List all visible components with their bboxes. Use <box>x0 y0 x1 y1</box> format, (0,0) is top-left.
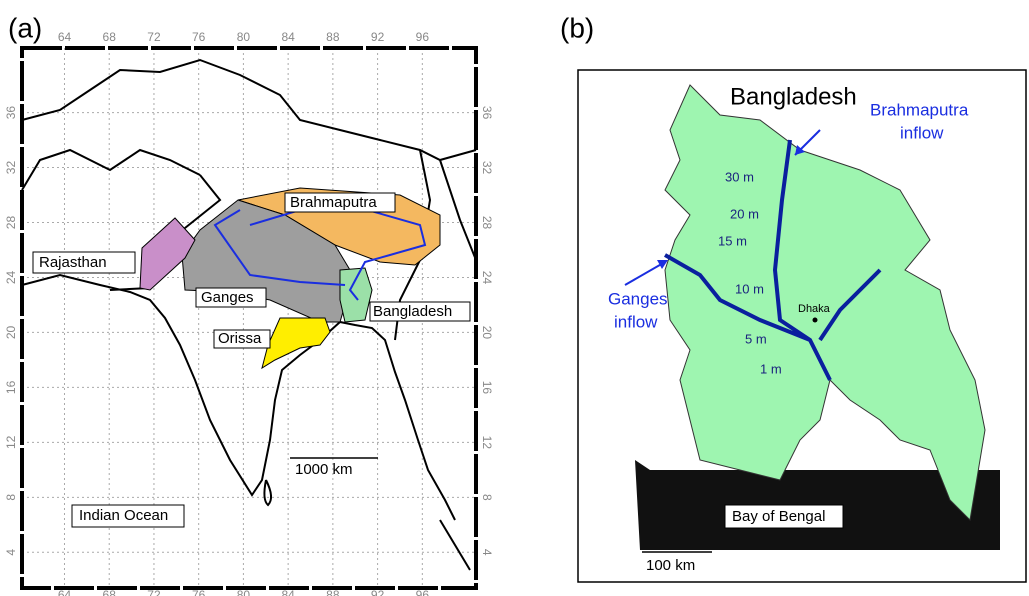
lon-tick-label: 92 <box>371 30 385 44</box>
annotation: Ganges <box>608 289 668 308</box>
map-title: Bangladesh <box>730 83 857 110</box>
panel-label: (b) <box>560 12 594 43</box>
lon-tick-label: 80 <box>237 588 251 596</box>
lat-tick-label: 16 <box>480 381 494 395</box>
lat-tick-label: 24 <box>480 271 494 285</box>
border <box>439 159 477 261</box>
orissa-region <box>261 317 331 370</box>
lat-tick-label: 36 <box>480 106 494 120</box>
label-box <box>213 329 271 349</box>
bangladesh-land <box>664 84 986 522</box>
label-box <box>71 504 185 528</box>
lat-tick-label: 32 <box>480 161 494 175</box>
lat-tick-label: 36 <box>4 106 18 120</box>
lon-tick-label: 68 <box>103 30 117 44</box>
island <box>439 519 471 571</box>
lon-tick-label: 88 <box>326 588 340 596</box>
coast <box>21 273 456 521</box>
lon-tick-label: 92 <box>371 588 385 596</box>
contour-label: 10 m <box>735 281 764 296</box>
lon-tick-label: 96 <box>416 30 430 44</box>
contour-label: 15 m <box>718 233 747 248</box>
lon-tick-label: 64 <box>58 30 72 44</box>
map-label: Indian Ocean <box>79 507 168 524</box>
map-label: Orissa <box>218 330 262 347</box>
annotation: inflow <box>614 312 658 331</box>
contour-label: 30 m <box>725 169 754 184</box>
label-box <box>369 301 471 322</box>
lat-tick-label: 8 <box>4 494 18 501</box>
bangladesh-region <box>339 267 373 323</box>
panel-label: (a) <box>8 12 42 43</box>
contour-label: 1 m <box>760 361 782 376</box>
scale-label: 1000 km <box>295 461 353 478</box>
lon-tick-label: 68 <box>103 588 117 596</box>
annotation: inflow <box>900 123 944 142</box>
map-label: Rajasthan <box>39 254 107 271</box>
lat-tick-label: 4 <box>4 549 18 556</box>
city-label: Dhaka <box>798 303 831 315</box>
arrow-head <box>657 260 668 269</box>
annotation: Brahmaputra <box>870 100 969 119</box>
lon-tick-label: 84 <box>281 588 295 596</box>
lon-tick-label: 72 <box>147 30 161 44</box>
contour-label: 5 m <box>745 331 767 346</box>
lat-tick-label: 12 <box>4 435 18 449</box>
lat-tick-label: 32 <box>4 161 18 175</box>
contour-label: 20 m <box>730 206 759 221</box>
lon-tick-label: 72 <box>147 588 161 596</box>
island <box>263 479 272 507</box>
lon-tick-label: 84 <box>281 30 295 44</box>
map-label: Brahmaputra <box>290 194 377 211</box>
lat-tick-label: 20 <box>480 326 494 340</box>
lon-tick-label: 76 <box>192 588 206 596</box>
lon-tick-label: 76 <box>192 30 206 44</box>
lat-tick-label: 12 <box>480 436 494 450</box>
border <box>21 148 201 191</box>
lon-tick-label: 80 <box>237 30 251 44</box>
river <box>664 139 882 381</box>
label-box <box>724 504 844 529</box>
scale-label: 100 km <box>646 557 695 574</box>
lat-tick-label: 20 <box>4 325 18 339</box>
lat-tick-label: 28 <box>4 216 18 230</box>
label-box <box>32 251 136 274</box>
map-label: Ganges <box>201 289 254 306</box>
city-dot <box>812 317 818 323</box>
label-box <box>284 192 396 213</box>
lon-tick-label: 96 <box>416 588 430 596</box>
map-frame <box>20 46 478 590</box>
lat-tick-label: 24 <box>4 270 18 284</box>
lon-tick-label: 88 <box>326 30 340 44</box>
lon-tick-label: 64 <box>58 588 72 596</box>
map-label: Bay of Bengal <box>732 508 825 525</box>
border <box>21 58 477 162</box>
arrow-head <box>795 145 805 155</box>
map-label: Bangladesh <box>373 303 452 320</box>
lat-tick-label: 28 <box>480 216 494 230</box>
arrow <box>624 261 666 286</box>
lat-tick-label: 16 <box>4 380 18 394</box>
lat-tick-label: 8 <box>480 494 494 501</box>
label-box <box>195 287 267 308</box>
lat-tick-label: 4 <box>480 549 494 556</box>
rajasthan-region <box>139 217 196 291</box>
